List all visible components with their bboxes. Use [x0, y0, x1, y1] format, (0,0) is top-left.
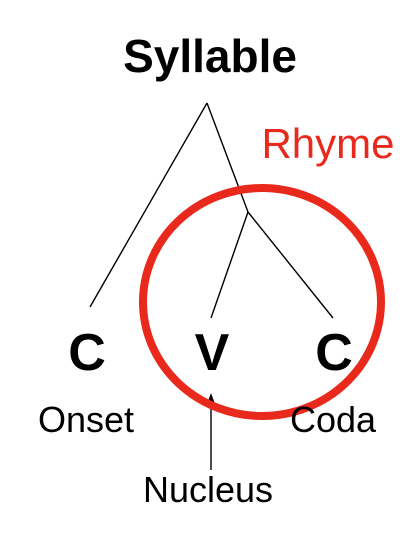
- nucleus-node-v: V: [195, 324, 230, 382]
- rhyme-to-nucleus-branch: [210, 211, 249, 319]
- rhyme-circle: [139, 184, 385, 420]
- rhyme-label: Rhyme: [261, 120, 394, 167]
- syllable-to-rhyme-branch: [206, 102, 249, 213]
- coda-label: Coda: [290, 399, 377, 440]
- syllable-to-onset-branch: [89, 102, 208, 308]
- coda-node-c: C: [315, 324, 353, 382]
- syllable-title: Syllable: [123, 30, 297, 82]
- nucleus-label: Nucleus: [143, 469, 273, 510]
- onset-node-c: C: [68, 324, 106, 382]
- rhyme-to-coda-branch: [247, 211, 334, 319]
- onset-label: Onset: [38, 399, 134, 440]
